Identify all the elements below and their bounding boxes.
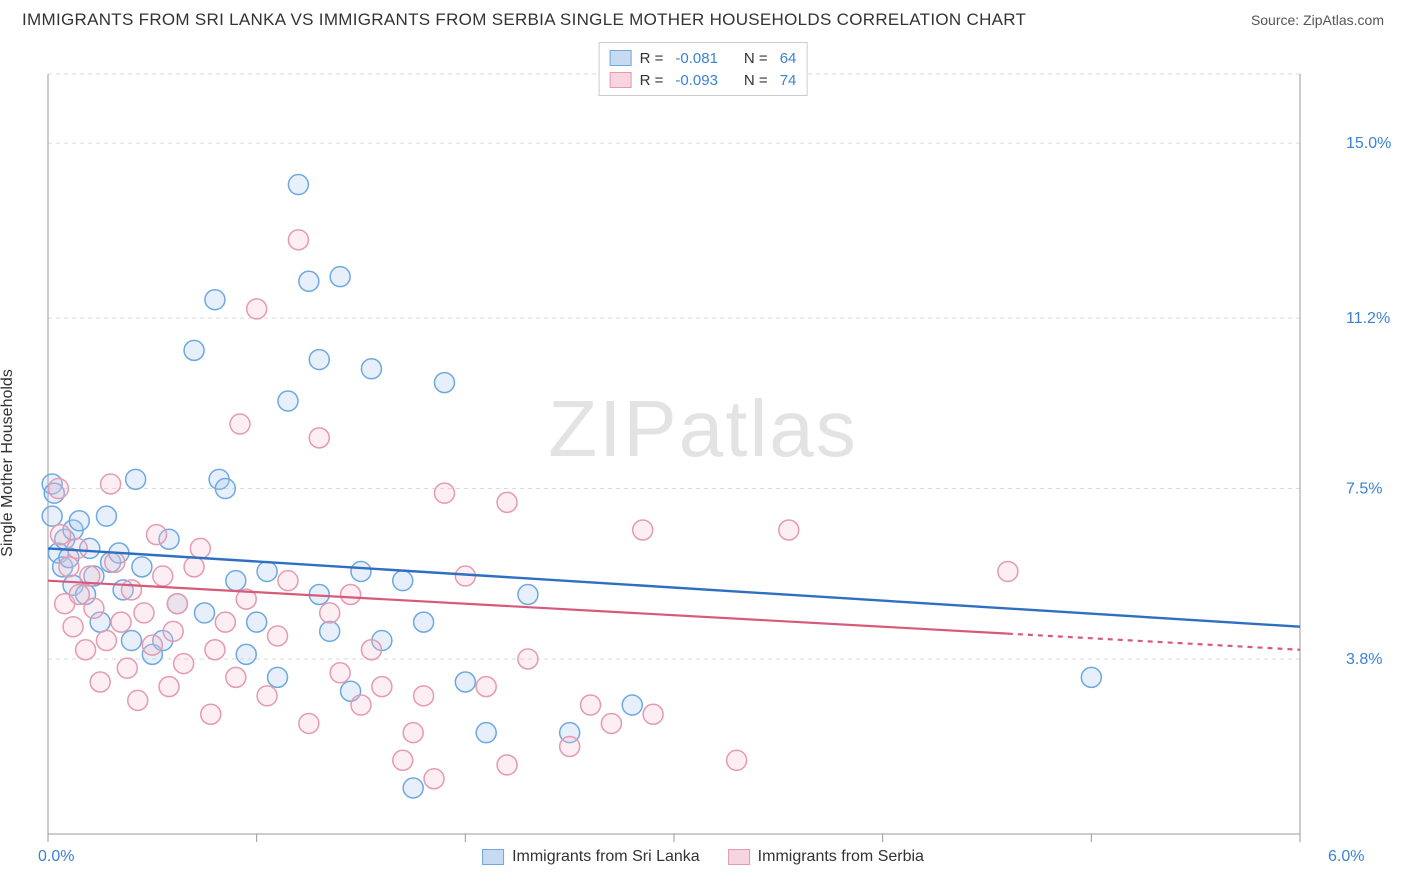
x-axis-min-label: 0.0% (38, 848, 74, 866)
r-value-sri-lanka: -0.081 (675, 50, 718, 67)
y-axis-label: Single Mother Households (0, 369, 17, 557)
correlation-legend: R = -0.081 N = 64 R = -0.093 N = 74 (599, 42, 808, 96)
svg-text:15.0%: 15.0% (1346, 135, 1391, 152)
legend-label-serbia: Immigrants from Serbia (758, 848, 924, 866)
n-value-serbia: 74 (780, 72, 797, 89)
chart-container: Single Mother Households ZIPatlas 3.8%7.… (0, 34, 1406, 874)
n-label: N = (744, 72, 768, 89)
r-label: R = (640, 72, 664, 89)
r-label: R = (640, 50, 664, 67)
swatch-serbia (610, 72, 632, 88)
legend-item-serbia: Immigrants from Serbia (728, 848, 924, 866)
series-legend: Immigrants from Sri Lanka Immigrants fro… (482, 848, 924, 866)
svg-text:3.8%: 3.8% (1346, 651, 1382, 668)
svg-text:11.2%: 11.2% (1346, 310, 1390, 327)
legend-item-sri-lanka: Immigrants from Sri Lanka (482, 848, 700, 866)
svg-text:7.5%: 7.5% (1346, 481, 1382, 498)
header: IMMIGRANTS FROM SRI LANKA VS IMMIGRANTS … (0, 0, 1406, 34)
source-attribution: Source: ZipAtlas.com (1251, 12, 1384, 28)
swatch-serbia (728, 849, 750, 865)
x-axis-max-label: 6.0% (1328, 848, 1364, 866)
scatter-chart: 3.8% 7.5% 11.2% 15.0% (0, 34, 1406, 874)
n-value-sri-lanka: 64 (780, 50, 797, 67)
legend-label-sri-lanka: Immigrants from Sri Lanka (512, 848, 700, 866)
swatch-sri-lanka (482, 849, 504, 865)
n-label: N = (744, 50, 768, 67)
legend-row-serbia: R = -0.093 N = 74 (610, 69, 797, 91)
r-value-serbia: -0.093 (675, 72, 718, 89)
legend-row-sri-lanka: R = -0.081 N = 64 (610, 47, 797, 69)
swatch-sri-lanka (610, 50, 632, 66)
chart-title: IMMIGRANTS FROM SRI LANKA VS IMMIGRANTS … (22, 10, 1026, 30)
